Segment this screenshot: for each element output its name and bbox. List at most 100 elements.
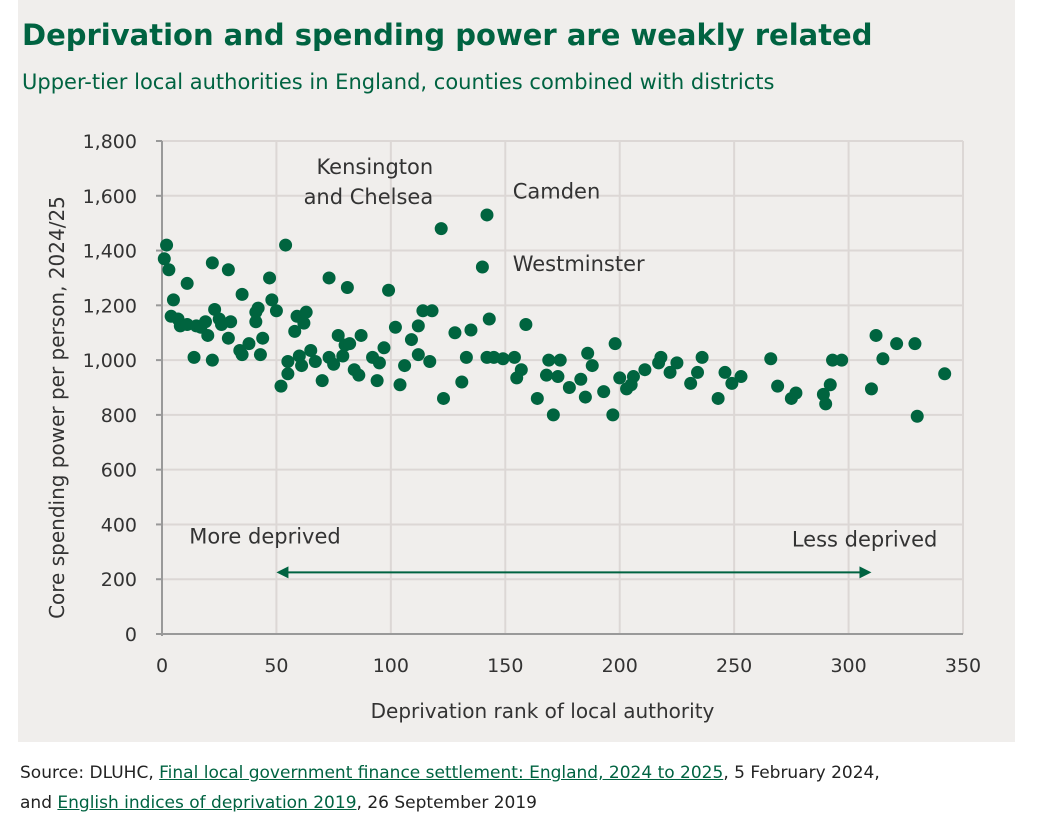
data-point bbox=[340, 281, 354, 295]
data-point bbox=[663, 365, 677, 379]
data-point bbox=[585, 359, 599, 373]
data-point bbox=[434, 222, 448, 236]
data-point bbox=[372, 356, 386, 370]
data-point bbox=[436, 391, 450, 405]
data-point bbox=[711, 391, 725, 405]
data-point bbox=[331, 328, 345, 342]
data-point bbox=[482, 312, 496, 326]
data-point bbox=[475, 260, 489, 274]
data-point bbox=[224, 315, 238, 329]
scatter-chart: 0 50 100 150 200 250 300 350 0 200 400 600 800 1,000 1… bbox=[45, 131, 981, 723]
data-point bbox=[725, 376, 739, 390]
data-point bbox=[455, 375, 469, 389]
data-point bbox=[382, 283, 396, 297]
data-point bbox=[519, 318, 533, 332]
y-tick-label: 1,600 bbox=[83, 186, 137, 208]
x-tick-label: 350 bbox=[945, 655, 981, 677]
source-prefix: Source: DLUHC, bbox=[20, 763, 160, 783]
y-tick-label: 800 bbox=[101, 405, 137, 427]
annotation-label: Kensington bbox=[316, 155, 433, 179]
chart-title: Deprivation and spending power are weakl… bbox=[22, 18, 873, 52]
data-point bbox=[288, 324, 302, 338]
data-point bbox=[274, 379, 288, 393]
x-tick-label: 100 bbox=[373, 655, 409, 677]
data-point bbox=[251, 301, 265, 315]
data-point bbox=[869, 328, 883, 342]
data-point bbox=[370, 374, 384, 388]
data-point bbox=[542, 353, 556, 367]
data-point bbox=[613, 371, 627, 385]
source-link-finance-settlement[interactable]: Final local government finance settlemen… bbox=[159, 763, 724, 783]
data-point bbox=[327, 357, 341, 371]
data-point bbox=[464, 323, 478, 337]
data-point bbox=[160, 238, 174, 252]
chart-subtitle: Upper-tier local authorities in England,… bbox=[22, 70, 775, 94]
data-point bbox=[425, 304, 439, 318]
arrow-head-left-icon bbox=[276, 566, 289, 579]
data-point bbox=[201, 328, 215, 342]
data-point bbox=[162, 263, 176, 277]
data-point bbox=[411, 348, 425, 362]
data-point bbox=[205, 256, 219, 270]
data-point bbox=[553, 353, 567, 367]
x-axis-label: Deprivation rank of local authority bbox=[371, 699, 715, 723]
x-tick-label: 300 bbox=[830, 655, 866, 677]
data-point bbox=[205, 353, 219, 367]
data-point bbox=[530, 391, 544, 405]
data-point bbox=[279, 238, 293, 252]
data-point bbox=[398, 359, 412, 373]
data-point bbox=[235, 348, 249, 362]
data-point bbox=[242, 337, 256, 351]
data-point bbox=[352, 368, 366, 382]
data-point bbox=[581, 346, 595, 360]
data-point bbox=[574, 372, 588, 386]
data-point bbox=[835, 353, 849, 367]
data-point bbox=[876, 352, 890, 366]
data-point bbox=[764, 352, 778, 366]
data-point bbox=[180, 276, 194, 290]
x-tick-label: 250 bbox=[716, 655, 752, 677]
arrow-head-right-icon bbox=[859, 566, 872, 579]
data-point bbox=[411, 319, 425, 333]
data-point bbox=[253, 348, 267, 362]
data-point bbox=[281, 354, 295, 368]
data-point bbox=[789, 386, 803, 400]
y-tick-label: 400 bbox=[101, 514, 137, 536]
data-point bbox=[336, 349, 350, 363]
data-point bbox=[734, 370, 748, 384]
data-point bbox=[546, 408, 560, 422]
data-point bbox=[297, 316, 311, 330]
data-point bbox=[295, 359, 309, 373]
data-point bbox=[670, 356, 684, 370]
data-point bbox=[404, 333, 418, 347]
y-tick-label: 600 bbox=[101, 460, 137, 482]
data-point bbox=[539, 368, 553, 382]
data-point bbox=[166, 293, 180, 307]
data-point bbox=[459, 350, 473, 364]
data-point bbox=[263, 271, 277, 285]
y-tick-label: 1,000 bbox=[83, 350, 137, 372]
x-tick-label: 50 bbox=[264, 655, 288, 677]
source-note: Source: DLUHC, Final local government fi… bbox=[20, 758, 880, 818]
data-point bbox=[322, 271, 336, 285]
annotation-label: Camden bbox=[513, 180, 601, 204]
data-point bbox=[890, 337, 904, 351]
source-link-indices-deprivation[interactable]: English indices of deprivation 2019 bbox=[57, 793, 357, 813]
y-tick-label: 1,400 bbox=[83, 241, 137, 263]
data-point bbox=[249, 315, 263, 329]
data-point bbox=[157, 252, 171, 266]
data-point bbox=[315, 374, 329, 388]
source-suffix: , 26 September 2019 bbox=[356, 793, 537, 813]
annotation-label: Westminster bbox=[513, 252, 645, 276]
y-tick-label: 0 bbox=[125, 624, 137, 646]
data-point bbox=[684, 376, 698, 390]
y-tick-label: 1,200 bbox=[83, 295, 137, 317]
data-point bbox=[654, 350, 668, 364]
data-point bbox=[198, 315, 212, 329]
data-point bbox=[718, 365, 732, 379]
data-point bbox=[265, 293, 279, 307]
data-point bbox=[299, 305, 313, 319]
data-point bbox=[416, 304, 430, 318]
x-tick-label: 0 bbox=[156, 655, 168, 677]
data-point bbox=[910, 409, 924, 423]
